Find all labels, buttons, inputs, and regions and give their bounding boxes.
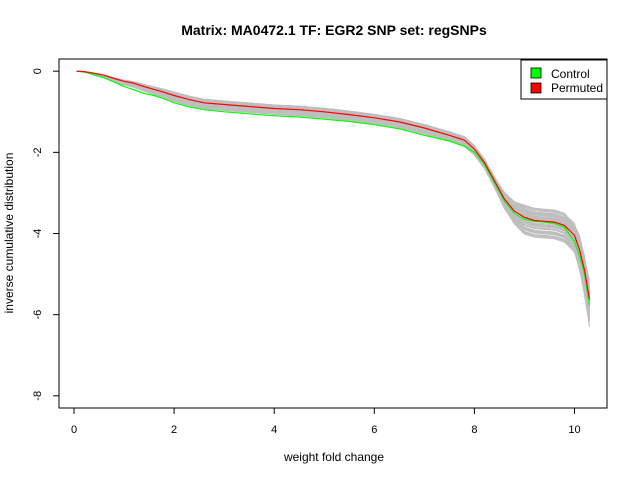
permutation-line — [76, 70, 590, 298]
permutation-line — [76, 70, 590, 294]
legend-box — [520, 59, 608, 100]
permutation-line — [76, 70, 590, 303]
permutation-line — [76, 70, 590, 309]
permutation-line — [76, 70, 590, 299]
permutation-line — [76, 70, 590, 304]
permutation-line — [76, 70, 590, 300]
permutation-line — [76, 70, 590, 295]
x-tick-label: 0 — [71, 424, 77, 436]
x-tick-label: 10 — [568, 424, 580, 436]
permutation-line — [76, 70, 590, 287]
x-tick-label: 2 — [171, 424, 177, 436]
permutation-line — [76, 70, 590, 295]
permutation-line — [76, 70, 590, 304]
legend: Control Permuted — [520, 59, 608, 100]
x-tick-label: 6 — [371, 424, 377, 436]
permutation-line — [76, 70, 590, 299]
permutation-line — [76, 70, 590, 298]
permutation-line — [76, 70, 590, 302]
permutation-line — [76, 70, 590, 299]
y-tick-label: -6 — [32, 310, 44, 320]
permutation-line — [76, 70, 590, 315]
permutation-line — [76, 70, 590, 310]
permutation-line — [76, 70, 590, 301]
y-tick-label: 0 — [32, 68, 44, 74]
permutation-lines — [76, 70, 590, 327]
x-tick-label: 4 — [271, 424, 277, 436]
legend-label-permuted: Permuted — [551, 81, 603, 95]
series-line-control — [76, 70, 591, 306]
permutation-line — [76, 70, 590, 296]
y-tick-label: -2 — [32, 147, 44, 157]
permutation-line — [76, 70, 590, 314]
legend-label-control: Control — [551, 67, 590, 81]
permutation-line — [76, 70, 590, 317]
permutation-line — [76, 70, 590, 296]
permutation-line — [76, 70, 590, 293]
permutation-line — [76, 70, 590, 284]
permutation-line — [76, 70, 590, 322]
permutation-line — [76, 70, 590, 297]
legend-swatch-control — [530, 67, 542, 79]
permutation-line — [76, 70, 590, 291]
permutation-line — [76, 70, 590, 321]
series-line-permuted — [76, 70, 591, 300]
permutation-line — [76, 70, 590, 297]
chart-title: Matrix: MA0472.1 TF: EGR2 SNP set: regSN… — [181, 22, 487, 38]
y-tick-label: -4 — [32, 229, 44, 239]
permutation-line — [76, 70, 590, 293]
permutation-line — [76, 70, 590, 289]
permutation-line — [76, 70, 590, 299]
permutation-line — [76, 70, 590, 280]
permutation-line — [76, 70, 590, 303]
x-axis-label: weight fold change — [283, 450, 384, 464]
x-axis: 0 2 4 6 8 10 — [71, 407, 581, 436]
permutation-line — [76, 70, 590, 313]
permutation-line — [76, 70, 590, 311]
permutation-line — [76, 70, 590, 292]
x-tick-label: 8 — [471, 424, 477, 436]
y-axis: 0 -2 -4 -6 -8 — [32, 68, 60, 401]
permutation-line — [76, 70, 590, 303]
permutation-line — [76, 70, 590, 321]
permutation-line — [76, 70, 590, 288]
permutation-line — [76, 70, 590, 303]
permutation-line — [76, 70, 590, 311]
series-lines — [76, 70, 591, 306]
permutation-line — [76, 70, 590, 296]
permutation-line — [76, 70, 590, 309]
permutation-line — [76, 70, 590, 302]
permutation-line — [76, 70, 590, 296]
permutation-line — [76, 70, 590, 314]
legend-swatch-permuted — [530, 82, 542, 94]
permutation-line — [76, 70, 590, 318]
y-tick-label: -8 — [32, 391, 44, 401]
permutation-line — [76, 70, 590, 320]
permutation-line — [76, 70, 590, 307]
permutation-line — [76, 70, 590, 298]
permutation-line — [76, 70, 590, 287]
permutation-line — [76, 70, 590, 305]
permutation-line — [76, 70, 590, 288]
permutation-line — [76, 70, 590, 300]
permutation-line — [76, 70, 590, 303]
permutation-line — [76, 70, 590, 327]
permutation-line — [76, 70, 590, 298]
y-axis-label: inverse cumulative distribution — [2, 153, 16, 314]
permutation-line — [76, 70, 590, 290]
